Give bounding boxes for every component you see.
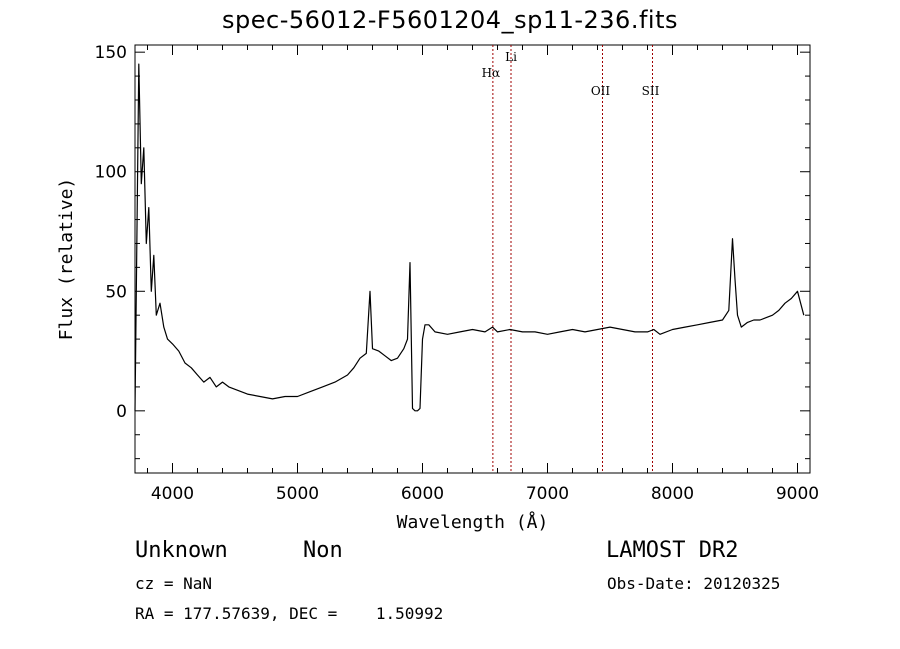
x-tick-label: 9000 xyxy=(776,484,819,504)
redshift-cz: cz = NaN xyxy=(135,574,213,593)
line-label-oii: OII xyxy=(591,84,611,98)
x-tick-label: 8000 xyxy=(651,484,694,504)
object-subclass: Non xyxy=(303,538,343,563)
obs-date: Obs-Date: 20120325 xyxy=(607,574,781,593)
x-tick-label: 5000 xyxy=(276,484,319,504)
chart-title: spec-56012-F5601204_sp11-236.fits xyxy=(222,6,678,34)
line-label-hα: Hα xyxy=(482,66,501,80)
object-class: Unknown xyxy=(135,538,228,563)
plot-frame xyxy=(134,44,811,474)
x-axis-label: Wavelength (Å) xyxy=(397,511,549,533)
y-tick-label: 0 xyxy=(116,402,127,422)
line-label-li: Li xyxy=(505,50,517,64)
x-tick-label: 6000 xyxy=(401,484,444,504)
line-label-sii: SII xyxy=(642,84,660,98)
ra-dec: RA = 177.57639, DEC = 1.50992 xyxy=(135,604,444,623)
spectrum-series-0 xyxy=(134,63,805,412)
x-tick-label: 4000 xyxy=(151,484,194,504)
y-tick-label: 150 xyxy=(95,43,127,63)
survey-label: LAMOST DR2 xyxy=(606,538,739,563)
y-axis-label: Flux (relative) xyxy=(56,178,77,341)
x-tick-label: 7000 xyxy=(526,484,569,504)
y-tick-label: 50 xyxy=(105,282,127,302)
y-tick-label: 100 xyxy=(95,163,127,183)
